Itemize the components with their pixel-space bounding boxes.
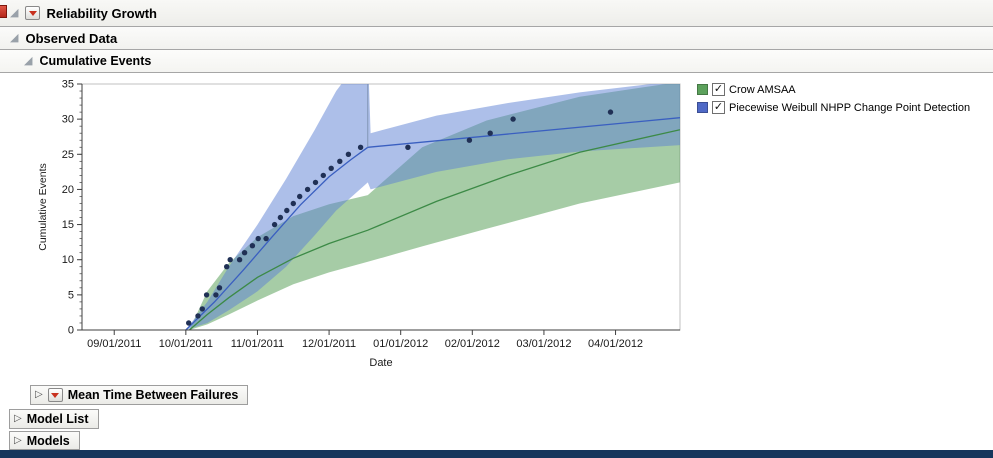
outline-header-mtbf[interactable]: ▷ Mean Time Between Failures xyxy=(30,385,249,405)
legend-item-crow-amsaa: ✓ Crow AMSAA xyxy=(697,82,970,97)
x-tick-label: 10/01/2011 xyxy=(159,338,213,350)
red-triangle-icon xyxy=(28,10,37,16)
y-tick-label: 15 xyxy=(62,219,74,231)
red-triangle-menu-button[interactable] xyxy=(25,6,41,20)
data-point xyxy=(199,306,205,312)
section-title: Observed Data xyxy=(25,30,118,46)
data-point xyxy=(357,144,364,150)
x-tick-label: 04/01/2012 xyxy=(588,338,643,350)
x-tick-label: 09/01/2011 xyxy=(87,338,141,350)
data-point xyxy=(510,116,516,122)
data-point xyxy=(405,144,411,150)
data-point xyxy=(345,151,352,157)
y-tick-label: 5 xyxy=(68,289,74,301)
data-point xyxy=(337,158,343,164)
x-axis-title: Date xyxy=(369,357,392,369)
piecewise-weibull-swatch xyxy=(697,102,708,113)
y-tick-label: 35 xyxy=(62,79,74,91)
legend-label: Crow AMSAA xyxy=(729,83,796,96)
disclosure-open-icon[interactable]: ◢ xyxy=(24,54,33,67)
disclosure-closed-icon[interactable]: ▷ xyxy=(14,413,22,424)
plot-legend: ✓ Crow AMSAA ✓ Piecewise Weibull NHPP Ch… xyxy=(697,82,970,115)
y-tick-label: 10 xyxy=(62,254,74,266)
data-point xyxy=(290,200,296,207)
data-point xyxy=(328,165,334,171)
data-point xyxy=(297,193,303,200)
outline-header-model-list[interactable]: ▷ Model List xyxy=(9,409,99,429)
section-title: Cumulative Events xyxy=(39,54,152,68)
x-tick-label: 02/01/2012 xyxy=(445,338,500,350)
legend-item-piecewise-weibull: ✓ Piecewise Weibull NHPP Change Point De… xyxy=(697,100,970,115)
data-point xyxy=(284,207,290,214)
crow-amsaa-checkbox[interactable]: ✓ xyxy=(712,83,725,96)
x-tick-label: 12/01/2011 xyxy=(302,338,356,350)
data-point xyxy=(236,257,243,263)
section-title: Models xyxy=(26,433,70,448)
data-point xyxy=(607,109,614,115)
x-tick-label: 01/01/2012 xyxy=(373,338,428,350)
band-1 xyxy=(185,84,680,330)
y-tick-label: 30 xyxy=(62,114,74,126)
red-triangle-icon xyxy=(51,392,60,398)
data-point xyxy=(255,235,261,242)
red-triangle-button-clipped[interactable] xyxy=(0,5,7,18)
outline-header-observed-data[interactable]: ◢ Observed Data xyxy=(0,27,993,50)
y-tick-label: 25 xyxy=(62,149,74,161)
y-tick-label: 20 xyxy=(62,184,74,196)
data-point xyxy=(203,292,210,298)
window-bottom-strip xyxy=(0,450,993,458)
section-title: Reliability Growth xyxy=(46,5,157,21)
data-point xyxy=(249,243,256,249)
data-point xyxy=(466,137,473,143)
cumulative-events-plot: 0 5 10 15 20 25 30 35 09/01/2011 10/01/2011 11/01/… xyxy=(37,79,681,369)
section-title: Model List xyxy=(26,412,89,426)
outline-header-reliability-growth[interactable]: ◢ Reliability Growth xyxy=(0,0,993,27)
piecewise-weibull-checkbox[interactable]: ✓ xyxy=(712,101,725,114)
observed-points xyxy=(186,109,614,326)
data-point xyxy=(312,179,319,186)
data-point xyxy=(216,285,223,291)
data-point xyxy=(271,221,278,228)
y-axis-title: Cumulative Events xyxy=(37,163,49,251)
data-point xyxy=(487,130,493,136)
model-fit-lines xyxy=(185,117,680,330)
data-point xyxy=(277,214,284,221)
data-point xyxy=(213,292,219,298)
fit-line-1 xyxy=(185,117,680,330)
data-point xyxy=(320,172,326,179)
red-triangle-menu-button[interactable] xyxy=(47,388,63,402)
disclosure-closed-icon[interactable]: ▷ xyxy=(14,434,22,446)
y-tick-label: 0 xyxy=(68,325,74,337)
disclosure-closed-icon[interactable]: ▷ xyxy=(35,389,43,400)
outline-header-cumulative-events[interactable]: ◢ Cumulative Events xyxy=(0,50,993,73)
crow-amsaa-swatch xyxy=(697,84,708,95)
fit-line-0 xyxy=(188,129,680,330)
data-point xyxy=(186,320,192,326)
data-point xyxy=(227,257,233,263)
data-point xyxy=(224,264,230,270)
legend-label: Piecewise Weibull NHPP Change Point Dete… xyxy=(729,101,971,114)
axis-ticks: 0 5 10 15 20 25 30 35 09/01/2011 10/01/2011 11/01/… xyxy=(62,79,643,351)
section-title: Mean Time Between Failures xyxy=(67,388,239,402)
x-tick-label: 03/01/2012 xyxy=(516,338,571,350)
disclosure-open-icon[interactable]: ◢ xyxy=(10,6,19,19)
outline-header-models[interactable]: ▷ Models xyxy=(9,431,80,450)
data-point xyxy=(263,235,269,242)
data-point xyxy=(195,313,201,319)
disclosure-open-icon[interactable]: ◢ xyxy=(10,31,19,44)
data-point xyxy=(241,250,248,256)
x-tick-label: 11/01/2011 xyxy=(231,338,284,350)
confidence-bands xyxy=(185,84,680,330)
data-point xyxy=(304,186,311,193)
